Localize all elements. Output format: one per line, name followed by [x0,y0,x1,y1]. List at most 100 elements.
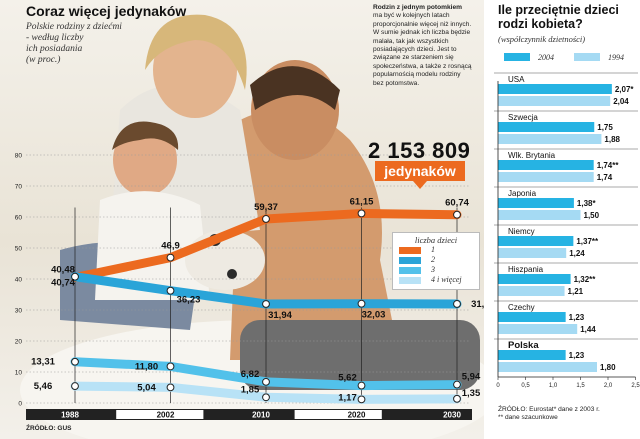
bar-1994 [498,134,602,144]
bar-1994 [498,172,594,182]
bar-value-label: 1,80 [600,363,616,372]
data-point [453,380,461,389]
legend-label-1: 1 [431,245,435,254]
x-tick-label: 1988 [61,411,79,420]
bar-2004 [498,350,566,360]
bar-value-label: 1,44 [580,325,596,334]
bar-category-label: Hiszpania [508,265,544,274]
data-label: 60,74 [445,198,469,209]
bar-chart-subtitle: (współczynnik dzietności) [498,34,586,44]
bar-value-label: 1,24 [569,249,585,258]
bar-value-label: 1,74 [597,173,613,182]
bar-category-label: Czechy [508,303,535,312]
bar-value-label: 2,07* [615,85,635,94]
line-chart-title: Coraz więcej jedynaków [26,3,187,19]
bar-chart-source: ŹRÓDŁO: Eurostat* dane z 2003 r. ** dane… [498,406,600,421]
y-tick-label: 60 [15,215,23,222]
data-point [262,393,270,402]
data-point [453,300,461,308]
bar-legend-label: 2004 [538,53,554,62]
bar-value-label: 1,23 [569,313,585,322]
data-point [357,209,366,218]
y-tick-label: 70 [15,184,23,191]
legend-swatch-2 [399,257,421,264]
bar-1994 [498,362,597,372]
x-tick-label: 2010 [252,411,270,420]
y-tick-label: 20 [15,339,23,346]
x-tick-label: 2030 [443,411,461,420]
legend-item-4: 4 i więcej [399,275,479,286]
y-tick-label: 50 [15,246,23,253]
y-tick-label: 30 [15,308,23,315]
data-point [453,210,461,219]
x-tick-label: 1,0 [549,383,558,389]
data-label: 40,48 [51,265,75,276]
bar-category-label: USA [508,75,525,84]
bar-value-label: 1,88 [604,135,620,144]
x-tick-label: 1,5 [576,383,585,389]
bar-2004 [498,198,574,208]
x-axis-cell [294,410,382,419]
data-label: 13,31 [31,357,55,368]
bar-category-label: Wlk. Brytania [508,151,556,160]
data-point [71,272,79,281]
bar-value-label: 1,38* [577,199,597,208]
data-label: 59,37 [254,202,278,213]
callout-arrow [413,181,427,189]
y-tick-label: 80 [15,153,23,160]
bar-value-label: 1,21 [568,287,584,296]
line-legend: liczba dzieci 1 2 3 4 i więcej [392,232,480,290]
y-tick-label: 40 [15,277,23,284]
bar-1994 [498,96,611,106]
bar-category-label: Polska [508,340,539,351]
legend-title: liczba dzieci [414,235,458,245]
legend-swatch-1 [399,247,421,254]
line-chart-source: ŹRÓDŁO: GUS [26,425,72,432]
legend-label-4: 4 i więcej [431,275,462,284]
legend-label-3: 3 [431,265,435,274]
bar-value-label: 1,50 [584,211,600,220]
bar-2004 [498,312,566,322]
bar-2004 [498,160,594,170]
bar-category-label: Szwecja [508,113,538,122]
x-tick-label: 2,0 [604,383,613,389]
data-point [453,394,461,403]
data-label: 31,94 [268,310,292,321]
bar-chart-title: Ile przeciętnie dzieci rodzi kobieta? [498,3,619,31]
y-tick-label: 10 [15,370,23,377]
data-point [262,377,270,386]
data-label: 31,95 [471,299,484,310]
bar-value-label: 1,74** [597,161,620,170]
bar-1994 [498,286,565,296]
data-point [262,300,270,308]
data-point [357,381,366,390]
legend-label-2: 2 [431,255,435,264]
bar-value-label: 1,23 [569,351,585,360]
bar-value-label: 1,37** [576,237,599,246]
bar-2004 [498,274,571,284]
x-tick-label: 2,5 [631,383,640,389]
bar-2004 [498,236,574,246]
bar-category-label: Japonia [508,189,537,198]
bar-category-label: Niemcy [508,227,535,236]
note-bold: Rodzin z jednym potomkiem [373,4,463,11]
note-body: ma być w kolejnych latach proporcjonalni… [373,12,472,87]
data-label: 32,03 [362,310,386,321]
big-label: jedynaków [375,161,465,181]
data-label: 5,46 [34,381,53,392]
data-label: 61,15 [350,196,374,207]
data-label: 5,62 [338,373,357,384]
bar-value-label: 2,04 [613,97,629,106]
data-point [166,253,175,262]
x-tick-label: 0 [496,383,500,389]
y-tick-label: 0 [18,401,22,408]
data-label: 1,85 [241,384,260,395]
note-text: Rodzin z jednym potomkiem ma być w kolej… [373,4,473,88]
bar-legend-label: 1994 [608,53,624,62]
data-point [166,383,175,392]
bar-1994 [498,248,567,258]
data-label: 1,35 [462,388,481,399]
data-point [71,382,79,390]
data-point [357,395,366,404]
x-tick-label: 2002 [157,411,175,420]
